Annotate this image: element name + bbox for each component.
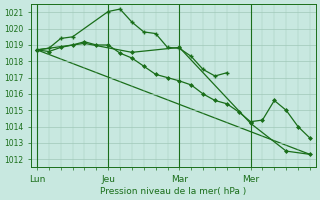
X-axis label: Pression niveau de la mer( hPa ): Pression niveau de la mer( hPa ) <box>100 187 247 196</box>
